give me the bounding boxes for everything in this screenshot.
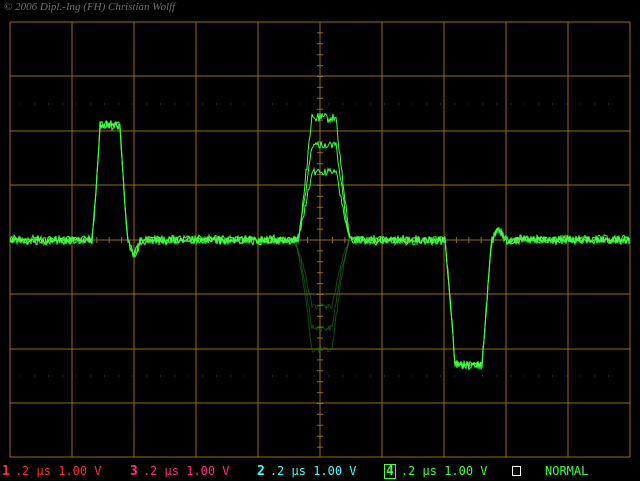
waveform-trace [9, 112, 631, 371]
channel-1-volts: 1.00 V [58, 464, 102, 478]
waveform-traces [9, 112, 631, 371]
trigger-square-icon[interactable] [512, 466, 521, 476]
channel-4-volts: 1.00 V [444, 464, 488, 478]
ghost-trace [289, 236, 353, 311]
channel-3-status[interactable]: 3 .2 µs 1.00 V [130, 462, 230, 481]
trace-persistence [289, 235, 353, 355]
channel-1-number: 1 [2, 464, 10, 479]
channel-2-volts: 1.00 V [313, 464, 357, 478]
channel-4-timebase: .2 µs [400, 464, 437, 478]
channel-3-number: 3 [130, 464, 138, 479]
channel-2-status[interactable]: 2 .2 µs 1.00 V [257, 462, 357, 481]
channel-4-status[interactable]: 4 .2 µs 1.00 V [384, 462, 488, 480]
channel-2-number: 2 [257, 464, 265, 479]
scope-screen [9, 21, 631, 458]
channel-3-timebase: .2 µs [142, 464, 179, 478]
channel-status-bar: 1 .2 µs 1.00 V 3 .2 µs 1.00 V 2 .2 µs 1.00 … [0, 462, 640, 480]
channel-1-status[interactable]: 1 .2 µs 1.00 V [2, 462, 102, 481]
trigger-mode[interactable]: NORMAL [545, 464, 589, 478]
channel-1-timebase: .2 µs [14, 464, 51, 478]
channel-3-volts: 1.00 V [186, 464, 230, 478]
channel-2-timebase: .2 µs [269, 464, 306, 478]
waveform-trace [9, 120, 631, 369]
ghost-trace [289, 235, 353, 333]
copyright-text: © 2006 Dipl.-Ing (FH) Christian Wolff [4, 1, 176, 13]
channel-4-number: 4 [384, 464, 396, 479]
ghost-trace [289, 239, 353, 355]
